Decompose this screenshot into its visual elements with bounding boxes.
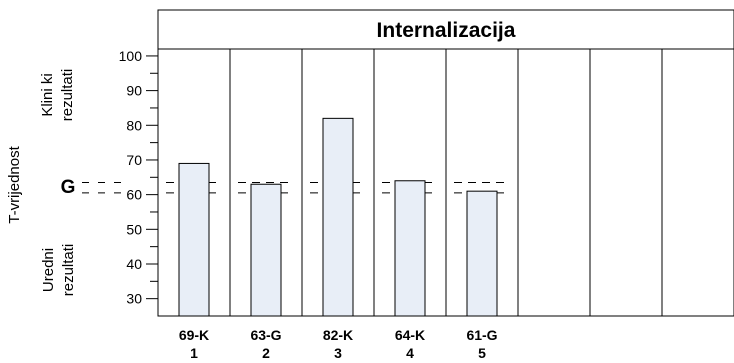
top-region-label-line-1: Klini ki (39, 73, 56, 116)
label-layer: 69-K 1 63-G 2 82-K 3 64-K 4 61-G 5 (179, 327, 498, 361)
bottom-region-label-line-2: rezultati (60, 244, 77, 297)
y-tick-label-3: 60 (126, 187, 142, 203)
y-tick-label-2: 50 (126, 221, 142, 237)
y-tick-label-6: 90 (126, 83, 142, 99)
bar-5 (466, 190, 498, 317)
axis-layer: 30 40 50 60 70 80 90 100 (82, 48, 663, 316)
bar-number-4: 4 (406, 345, 414, 361)
y-tick-label-1: 40 (126, 256, 142, 272)
y-tick-label-0: 30 (126, 291, 142, 307)
bar-label-5: 61-G (466, 327, 497, 343)
y-tick-label-7: 100 (119, 48, 143, 64)
bar-number-1: 1 (190, 345, 198, 361)
y-axis-label: T-vrijednost (6, 145, 23, 223)
chart-title: Internalizacija (377, 19, 516, 42)
bar-label-2: 63-G (250, 327, 281, 343)
bar-number-2: 2 (262, 345, 270, 361)
bar-4 (394, 180, 426, 317)
bar-layer (178, 117, 498, 317)
bar-label-1: 69-K (179, 327, 209, 343)
bar-number-3: 3 (334, 345, 342, 361)
bottom-region-label-line-1: Uredni (40, 248, 57, 292)
bar-1 (178, 162, 210, 317)
bar-label-4: 64-K (395, 327, 425, 343)
y-tick-label-5: 80 (126, 117, 142, 133)
bar-3 (322, 117, 354, 317)
top-region-label-line-2: rezultati (59, 69, 76, 122)
bar-number-5: 5 (478, 345, 486, 361)
bar-label-3: 82-K (323, 327, 353, 343)
bar-2 (250, 183, 282, 317)
y-tick-label-4: 70 (126, 152, 142, 168)
reference-marker: G (61, 177, 76, 198)
